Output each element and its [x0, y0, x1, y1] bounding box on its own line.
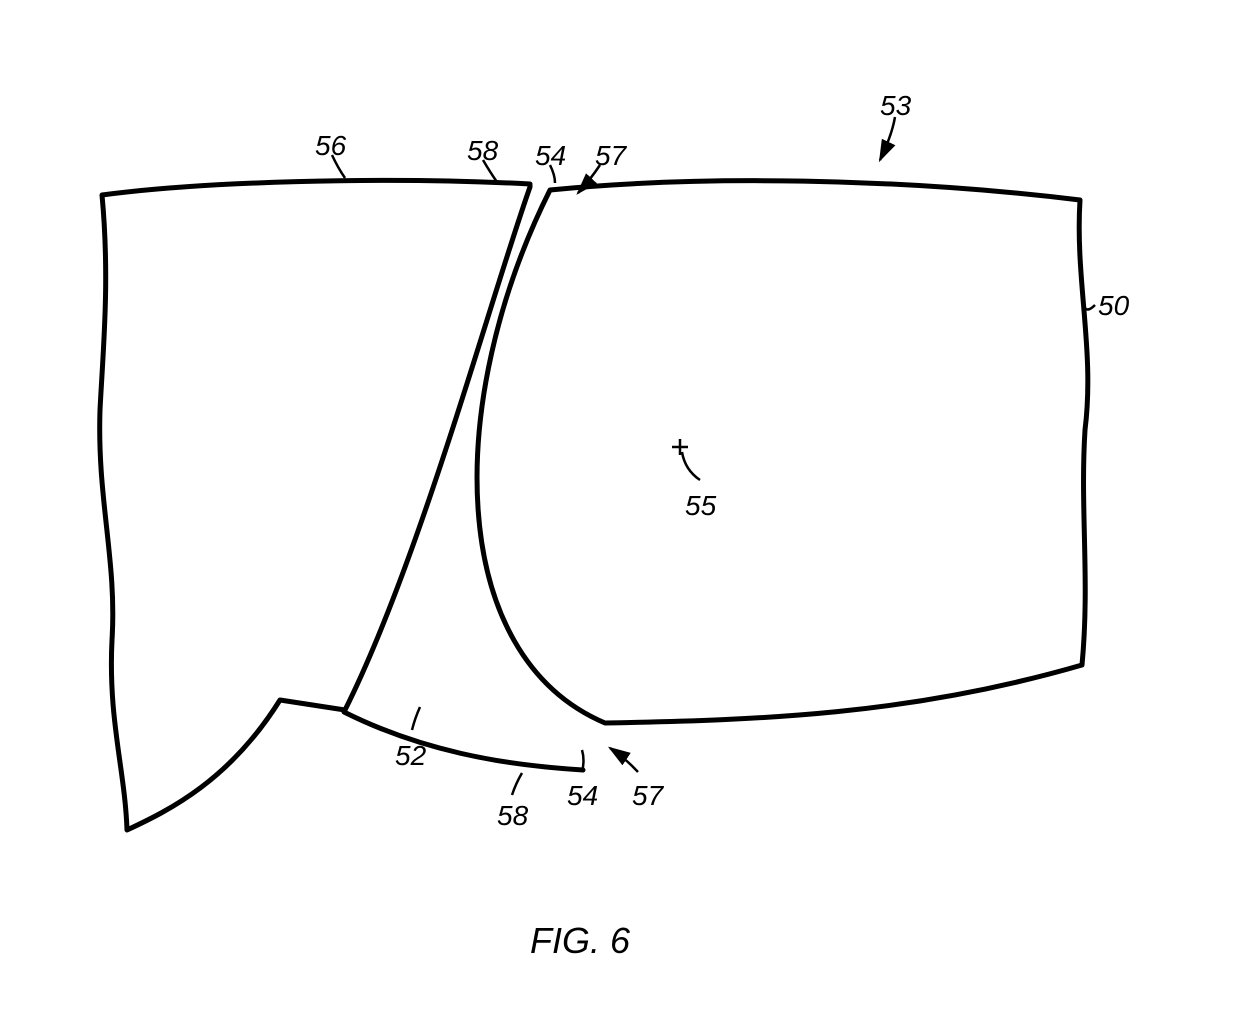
- label-57-bottom: 57: [632, 780, 663, 812]
- label-53: 53: [880, 90, 911, 122]
- patent-figure-diagram: 53 56 58 54 57 50 55 52 58 54 57 FIG. 6: [0, 0, 1240, 1028]
- label-58-bottom: 58: [497, 800, 528, 832]
- lead-line-50: [1085, 305, 1095, 309]
- label-52: 52: [395, 740, 426, 772]
- bottom-curve: [344, 712, 583, 770]
- figure-caption: FIG. 6: [530, 920, 630, 962]
- label-54-top: 54: [535, 140, 566, 172]
- lead-line-57b: [610, 748, 638, 772]
- label-57-top: 57: [595, 140, 626, 172]
- lead-line-54b: [582, 750, 584, 772]
- label-55: 55: [685, 490, 716, 522]
- label-58-top: 58: [467, 135, 498, 167]
- right-shape: [477, 181, 1088, 723]
- label-56: 56: [315, 130, 346, 162]
- lead-line-53: [880, 117, 895, 160]
- label-50: 50: [1098, 290, 1129, 322]
- label-54-bottom: 54: [567, 780, 598, 812]
- lead-line-52: [412, 707, 420, 730]
- left-shape: [100, 180, 530, 830]
- lead-line-58b: [512, 773, 522, 795]
